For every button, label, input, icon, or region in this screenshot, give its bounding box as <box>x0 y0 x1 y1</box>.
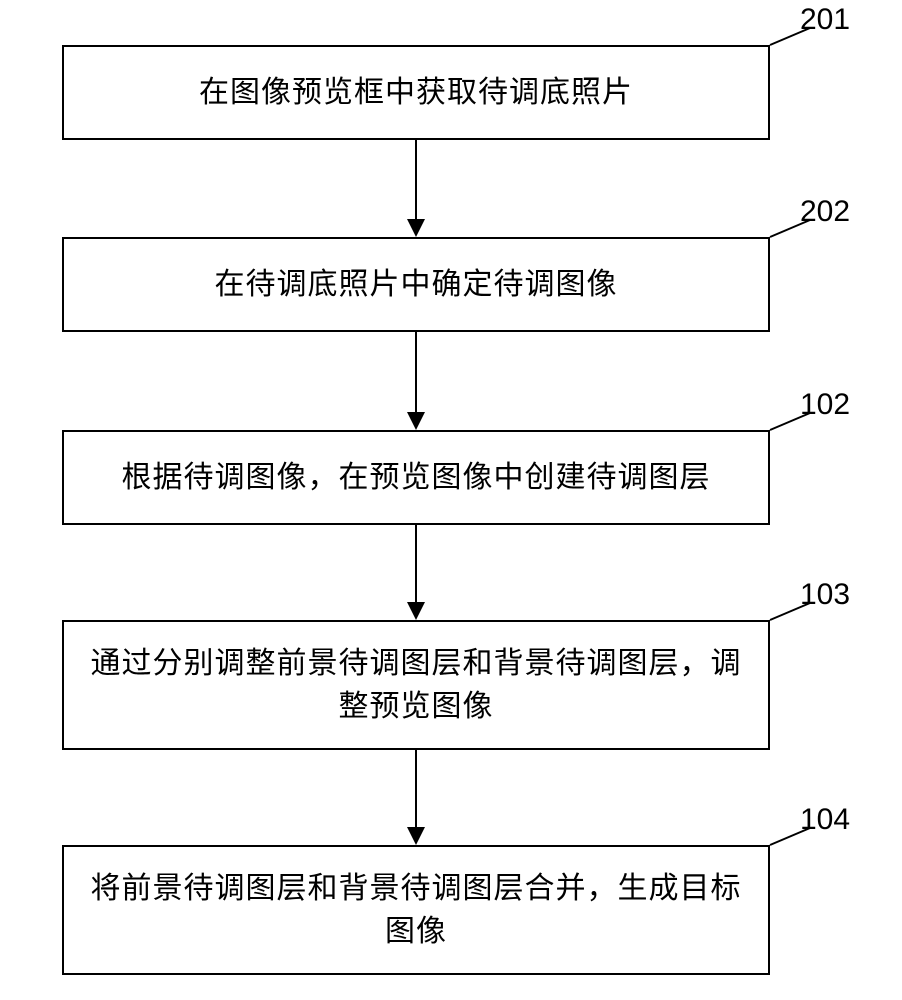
step-label-202: 202 <box>800 195 850 229</box>
arrow-head-201-to-202 <box>407 219 425 237</box>
arrow-102-to-103 <box>415 525 417 602</box>
step-box-202: 在待调底照片中确定待调图像 <box>62 237 770 332</box>
arrow-head-202-to-102 <box>407 412 425 430</box>
step-text-201: 在图像预览框中获取待调底照片 <box>199 71 633 115</box>
step-label-103: 103 <box>800 578 850 612</box>
step-text-102: 根据待调图像，在预览图像中创建待调图层 <box>122 456 711 500</box>
step-box-102: 根据待调图像，在预览图像中创建待调图层 <box>62 430 770 525</box>
step-label-201: 201 <box>800 3 850 37</box>
arrow-head-103-to-104 <box>407 827 425 845</box>
flowchart-canvas: 在图像预览框中获取待调底照片 201 在待调底照片中确定待调图像 202 根据待… <box>0 0 902 1000</box>
step-text-103: 通过分别调整前景待调图层和背景待调图层，调整预览图像 <box>84 642 748 729</box>
arrow-201-to-202 <box>415 140 417 219</box>
arrow-103-to-104 <box>415 750 417 827</box>
step-text-104: 将前景待调图层和背景待调图层合并，生成目标图像 <box>84 867 748 954</box>
arrow-head-102-to-103 <box>407 602 425 620</box>
step-box-201: 在图像预览框中获取待调底照片 <box>62 45 770 140</box>
step-box-104: 将前景待调图层和背景待调图层合并，生成目标图像 <box>62 845 770 975</box>
step-label-102: 102 <box>800 388 850 422</box>
arrow-202-to-102 <box>415 332 417 412</box>
step-box-103: 通过分别调整前景待调图层和背景待调图层，调整预览图像 <box>62 620 770 750</box>
step-text-202: 在待调底照片中确定待调图像 <box>215 263 618 307</box>
step-label-104: 104 <box>800 803 850 837</box>
